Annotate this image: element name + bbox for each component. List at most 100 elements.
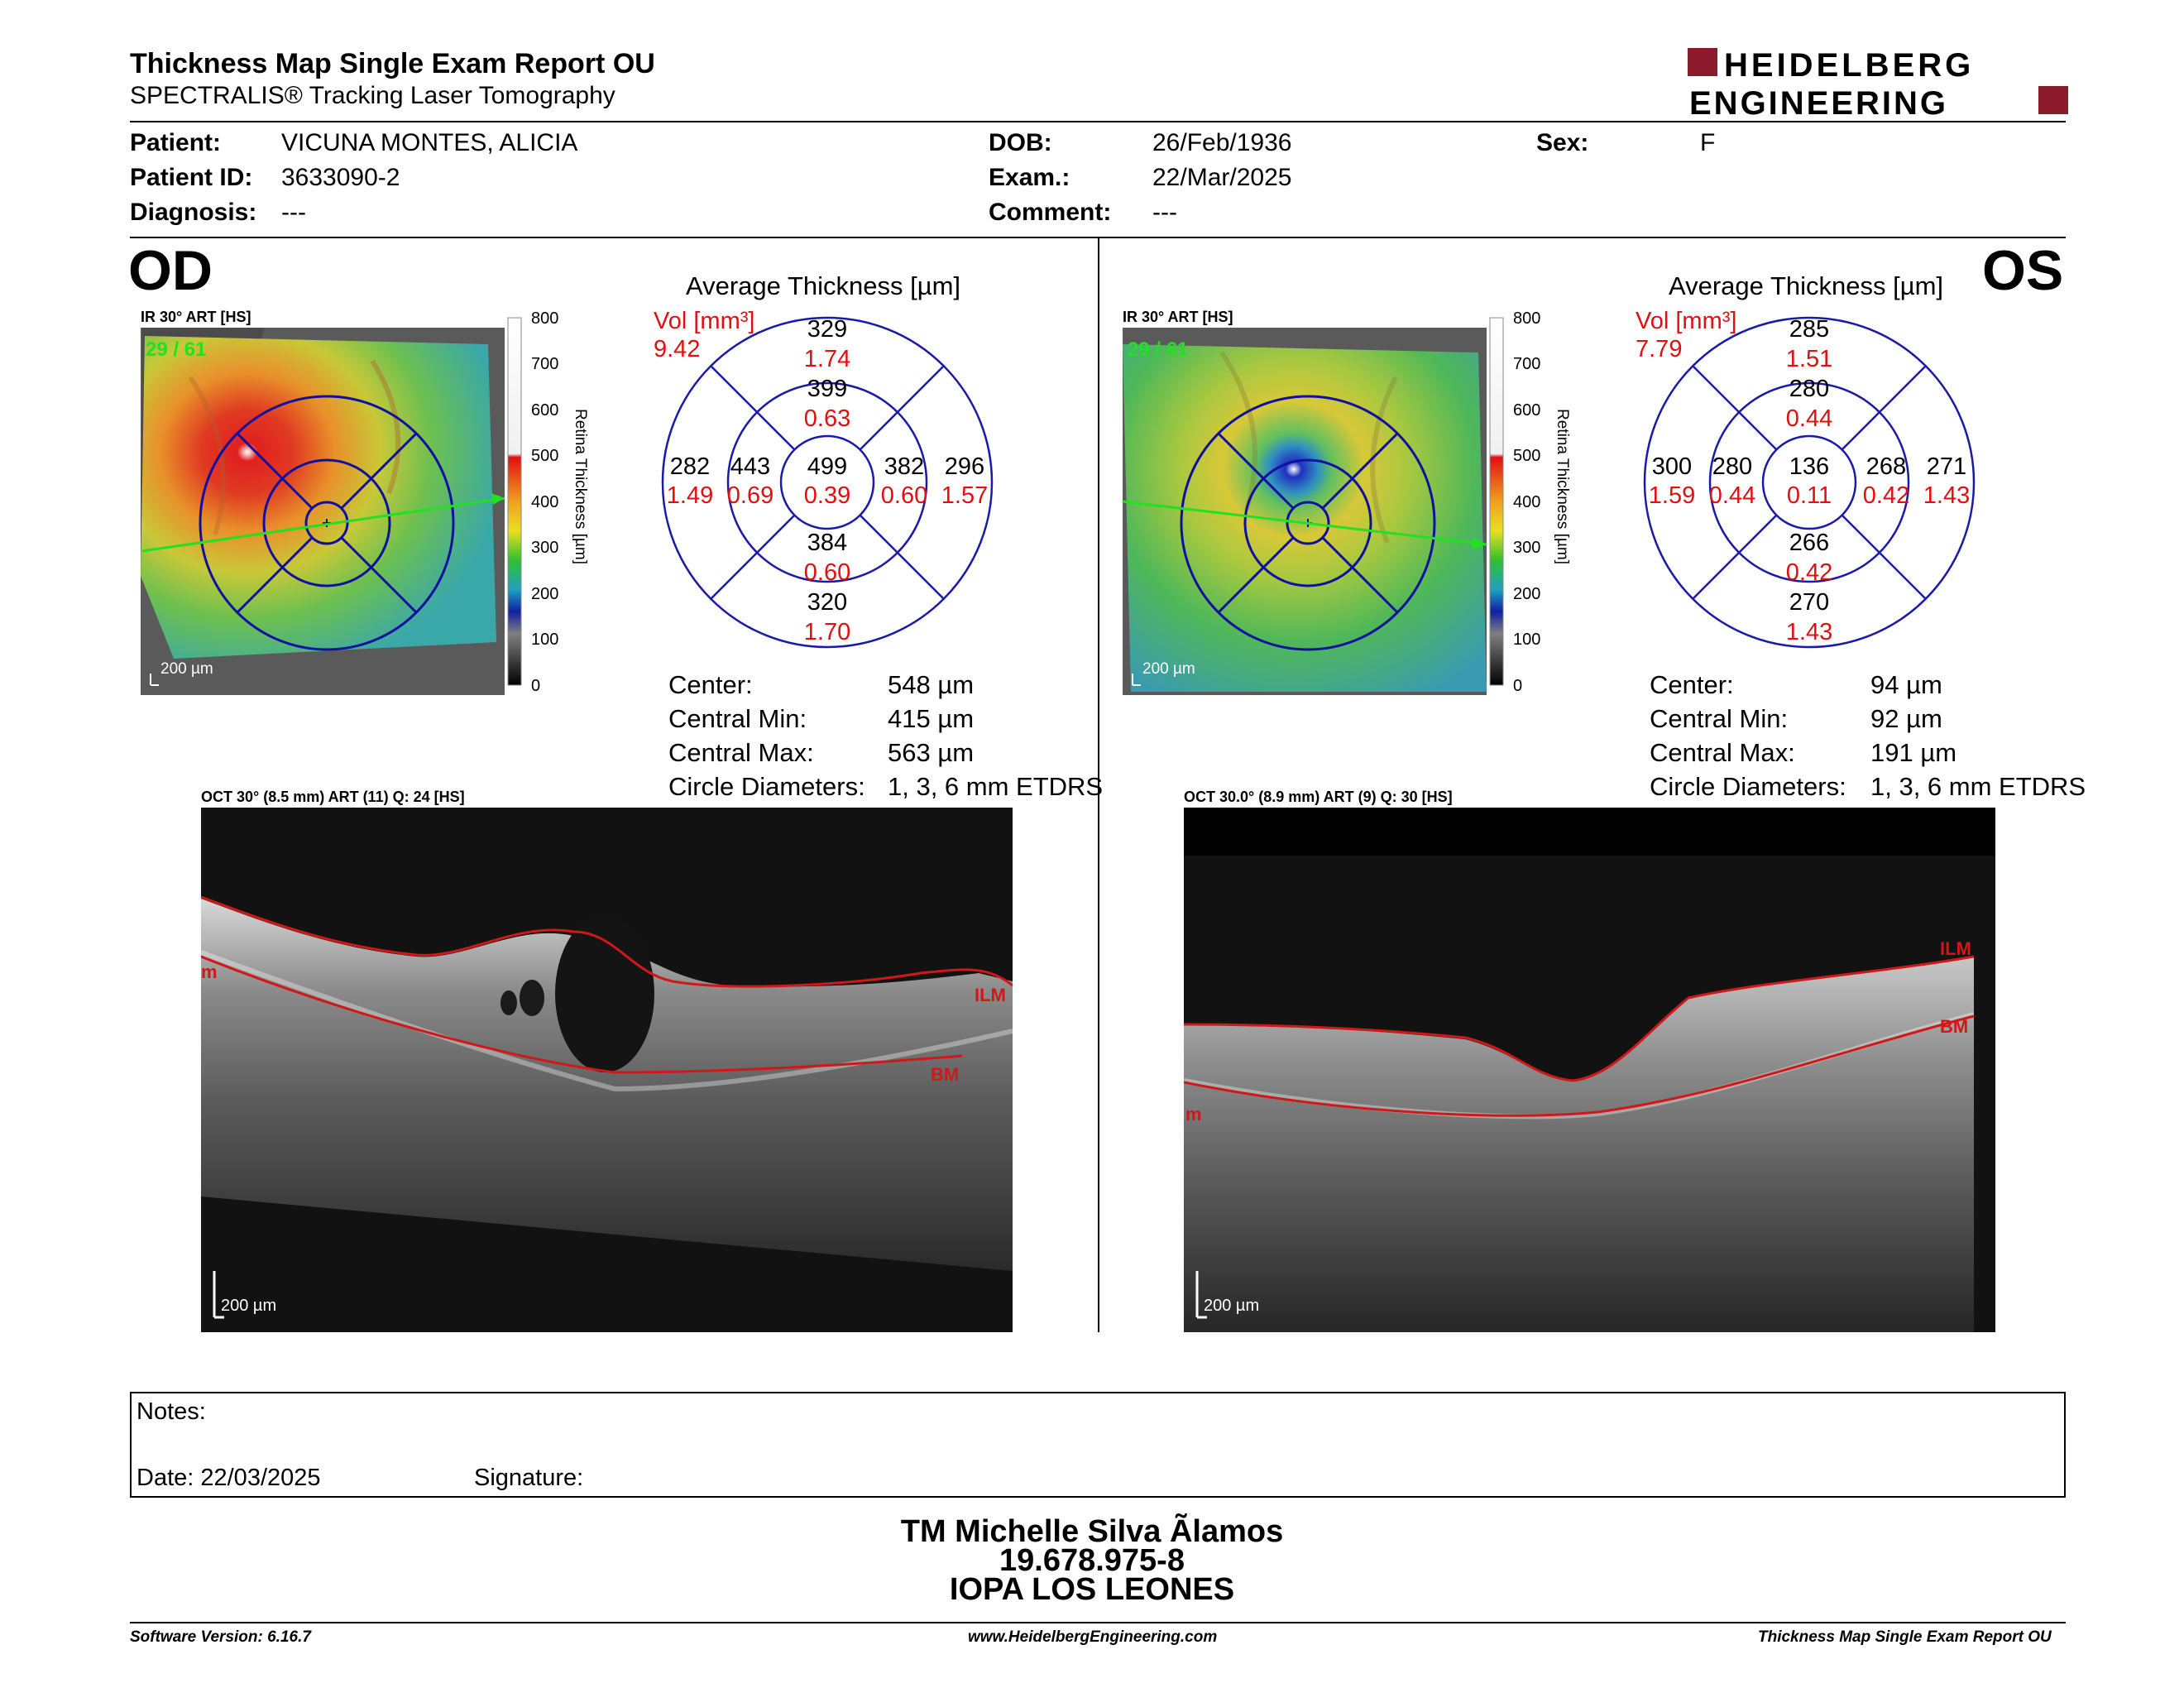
os-cbar-tick: 400 [1513,493,1540,511]
os-thickness-map: 29 / 61 200 µm [1123,328,1487,695]
od-etdrs-grid: 329 1.74 399 0.63 282 1.49 443 0.69 499 … [661,316,994,649]
od-inner-temporal-volume: 0.60 [881,482,927,509]
technician-name: TM Michelle Silva Ãlamos [900,1514,1284,1549]
od-center-thickness: 499 [807,453,847,480]
os-outer-temporal-volume: 1.43 [1923,482,1970,509]
patient-id: 3633090-2 [281,164,400,191]
sex-value: F [1700,129,1716,156]
od-oct-bscan: ILM BM m 200 µm [201,808,1013,1332]
od-cbar-tick: 200 [531,585,558,603]
exam-label: Exam.: [989,164,1070,191]
od-outer-superior-volume: 1.74 [804,346,850,372]
os-stat-label: Circle Diameters: [1650,772,1846,801]
patient-divider [130,237,2066,238]
od-outer-temporal-thickness: 296 [945,453,984,480]
os-stat-label: Central Max: [1650,738,1795,767]
od-colorbar-title: Retina Thickness [µm] [572,409,589,564]
os-eye-label: OS [1982,239,2064,302]
od-outer-nasal-thickness: 282 [670,453,710,480]
patient-name: VICUNA MONTES, ALICIA [281,129,578,156]
diagnosis-label: Diagnosis: [130,199,257,226]
od-center-volume: 0.39 [804,482,850,509]
od-stat-value: 563 µm [888,738,975,767]
os-outer-superior-volume: 1.51 [1786,346,1832,372]
od-stat-label: Center: [668,670,753,699]
os-center-volume: 0.11 [1787,482,1832,509]
os-frame-count: 29 / 61 [1128,338,1188,361]
od-cbar-tick: 500 [531,447,558,465]
od-inner-nasal-volume: 0.69 [727,482,774,509]
od-oct-scale: 200 µm [221,1297,276,1315]
od-stat-label: Circle Diameters: [668,772,865,801]
os-cbar-tick: 300 [1513,539,1540,557]
os-bm-label: BM [1940,1016,1968,1037]
od-inner-superior-thickness: 399 [807,376,847,402]
os-cbar-tick: 600 [1513,401,1540,420]
os-oct-caption: OCT 30.0° (8.9 mm) ART (9) Q: 30 [HS] [1184,789,1453,805]
os-cbar-tick: 500 [1513,447,1540,465]
institution-name: IOPA LOS LEONES [949,1572,1235,1607]
software-version: Software Version: 6.16.7 [130,1628,311,1646]
diagnosis-value: --- [281,199,306,226]
sex-label: Sex: [1536,129,1589,156]
od-map-scale: 200 µm [160,660,213,678]
od-cbar-tick: 100 [531,631,558,649]
od-edge-label: m [201,961,218,982]
os-outer-inferior-volume: 1.43 [1786,619,1832,645]
od-outer-temporal-volume: 1.57 [941,482,988,509]
header-divider [130,121,2066,122]
od-stat-label: Central Min: [668,704,807,733]
os-inner-inferior-volume: 0.42 [1786,559,1832,586]
notes-box[interactable]: Notes: Date: 22/03/2025 Signature: [130,1392,2066,1498]
logo-line1: HEIDELBERG [1724,47,1974,84]
os-inner-superior-thickness: 280 [1789,376,1829,402]
eye-divider [1098,238,1099,1332]
od-frame-count: 29 / 61 [146,338,206,361]
od-inner-inferior-thickness: 384 [807,530,847,556]
od-cbar-tick: 300 [531,539,558,557]
os-map-scale: 200 µm [1142,660,1195,678]
os-etdrs-grid: 285 1.51 280 0.44 300 1.59 280 0.44 136 … [1643,316,1976,649]
os-inner-superior-volume: 0.44 [1786,405,1832,432]
notes-date: Date: 22/03/2025 [136,1465,321,1491]
os-ir-caption: IR 30° ART [HS] [1123,309,1233,325]
signature-label: Signature: [474,1465,584,1491]
technician-id: 19.678.975-8 [999,1543,1185,1578]
od-stat-value: 415 µm [888,704,975,733]
comment-value: --- [1152,199,1177,226]
os-outer-nasal-thickness: 300 [1652,453,1692,480]
footer-report-title: Thickness Map Single Exam Report OU [1758,1628,2052,1646]
dob-value: 26/Feb/1936 [1152,129,1292,156]
os-center-thickness: 136 [1789,453,1829,480]
od-eye-label: OD [128,239,213,302]
od-stat-value: 1, 3, 6 mm ETDRS [888,772,1104,801]
os-stat-value: 92 µm [1870,704,1942,733]
od-outer-inferior-volume: 1.70 [804,619,850,645]
os-outer-superior-thickness: 285 [1789,316,1829,343]
os-cbar-tick: 0 [1513,677,1522,692]
os-cbar-tick: 100 [1513,631,1540,649]
od-inner-nasal-thickness: 443 [730,453,770,480]
os-inner-inferior-thickness: 266 [1789,530,1829,556]
od-outer-nasal-volume: 1.49 [667,482,713,509]
os-stat-value: 94 µm [1870,670,1942,699]
os-outer-temporal-thickness: 271 [1927,453,1966,480]
os-colorbar-title: Retina Thickness [µm] [1554,409,1571,564]
os-cbar-tick: 200 [1513,585,1540,603]
logo-line2: ENGINEERING [1689,85,1948,117]
report-subtitle: SPECTRALIS® Tracking Laser Tomography [130,82,615,109]
website-link[interactable]: www.HeidelbergEngineering.com [968,1628,1218,1646]
od-cbar-tick: 400 [531,493,558,511]
od-ir-caption: IR 30° ART [HS] [141,309,251,325]
comment-label: Comment: [989,199,1112,226]
os-inner-temporal-volume: 0.42 [1863,482,1909,509]
notes-label: Notes: [136,1398,206,1425]
od-inner-temporal-thickness: 382 [884,453,924,480]
od-colorbar: 800 700 600 500 400 300 200 100 0 Retina… [507,311,589,692]
exam-value: 22/Mar/2025 [1152,164,1292,191]
os-avg-title: Average Thickness [µm] [1669,271,1944,300]
report-title: Thickness Map Single Exam Report OU [130,48,655,79]
os-ilm-label: ILM [1940,938,1971,959]
os-vol-value: 7.79 [1636,336,1683,362]
footer-divider [130,1622,2066,1623]
